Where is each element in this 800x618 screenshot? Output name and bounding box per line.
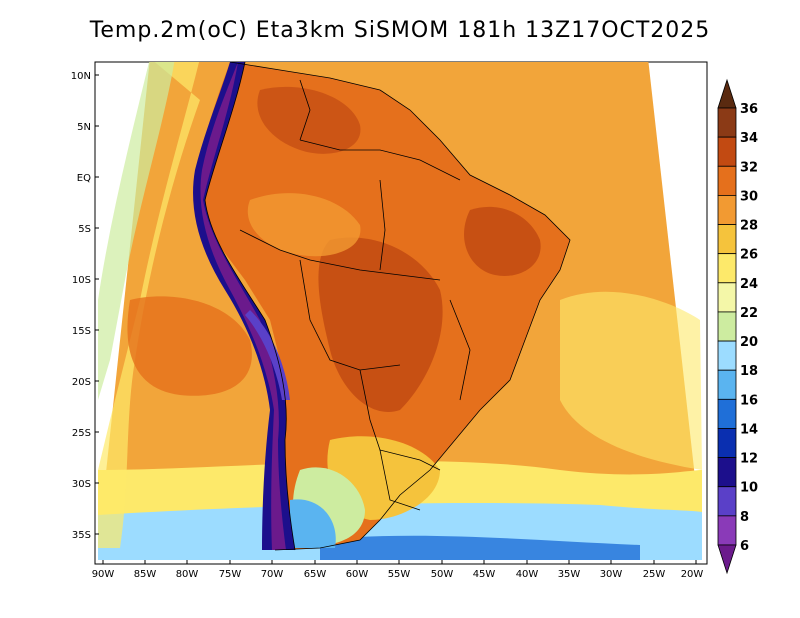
colorbar-label: 8	[740, 510, 749, 525]
lat-label-25s: 25S	[72, 428, 91, 439]
colorbar-label: 36	[740, 102, 758, 117]
colorbar-segment	[717, 136, 737, 167]
atlantic-band-24	[560, 291, 702, 470]
ocean-band-14	[320, 535, 640, 560]
lat-label-20s: 20S	[72, 377, 91, 388]
colorbar-label: 34	[740, 131, 758, 146]
colorbar-label: 18	[740, 364, 758, 379]
lat-label-15s: 15S	[72, 326, 91, 337]
pacific-band-24	[98, 62, 200, 548]
colorbar-segment	[717, 282, 737, 313]
colorbar-label: 12	[740, 452, 758, 467]
patagonia-cool	[290, 499, 336, 548]
lon-label-60w: 60W	[346, 569, 369, 580]
lat-label-10s: 10S	[72, 275, 91, 286]
lon-label-90w: 90W	[92, 569, 115, 580]
lon-label-75w: 75W	[219, 569, 242, 580]
lat-label-30s: 30S	[72, 479, 91, 490]
colorbar-label: 14	[740, 422, 758, 437]
pacific-warm-area	[127, 296, 252, 396]
colorbar-label: 16	[740, 393, 758, 408]
colorbar-label: 20	[740, 335, 758, 350]
lon-label-65w: 65W	[304, 569, 327, 580]
colorbar-label: 10	[740, 481, 758, 496]
colorbar-label: 24	[740, 277, 758, 292]
map-title: Temp.2m(oC) Eta3km SiSMOM 181h 13Z17OCT2…	[89, 18, 711, 43]
lon-label-85w: 85W	[134, 569, 157, 580]
colorbar-label: 6	[740, 539, 749, 554]
longitude-axis: 90W 85W 80W 75W 70W 65W 60W 55W 50W 45W …	[92, 560, 704, 580]
altiplano-cold	[245, 310, 290, 400]
colorbar-segment	[717, 515, 737, 546]
colorbar-segment	[717, 311, 737, 342]
colorbar-top-arrow	[717, 78, 737, 109]
colorbar-segment	[717, 340, 737, 371]
colorbar-segment	[717, 253, 737, 284]
latitude-axis: 10N 5N EQ 5S 10S 15S 20S 25S 30S 35S	[71, 71, 99, 541]
country-borders	[204, 62, 571, 551]
colorbar-segment	[717, 457, 737, 488]
lon-label-25w: 25W	[643, 569, 666, 580]
colorbar: 36 34 32 30 28 26 24 22 20 18 16 14 12 10 8 6	[717, 78, 758, 575]
lat-label-5s: 5S	[78, 224, 91, 235]
andes-coldest-core	[200, 62, 286, 550]
lat-label-5n: 5N	[77, 122, 91, 133]
hot-core-3	[257, 86, 361, 154]
lon-label-55w: 55W	[388, 569, 411, 580]
colorbar-label: 26	[740, 248, 758, 263]
lon-label-20w: 20W	[681, 569, 704, 580]
colorbar-bottom-arrow	[717, 544, 737, 575]
hot-core-2	[464, 206, 541, 276]
colorbar-segment	[717, 486, 737, 517]
lon-label-80w: 80W	[176, 569, 199, 580]
colorbar-segment	[717, 369, 737, 400]
hot-core-1	[318, 237, 443, 412]
lat-label-35s: 35S	[72, 530, 91, 541]
lon-label-40w: 40W	[516, 569, 539, 580]
colorbar-segment	[717, 224, 737, 255]
lat-label-10n: 10N	[71, 71, 91, 82]
lon-label-35w: 35W	[558, 569, 581, 580]
lon-label-70w: 70W	[261, 569, 284, 580]
colorbar-segment	[717, 165, 737, 196]
colorbar-segment	[717, 194, 737, 225]
pacific-band-22	[98, 62, 175, 400]
temperature-field	[98, 62, 702, 560]
lon-label-45w: 45W	[473, 569, 496, 580]
colorbar-label: 30	[740, 189, 758, 204]
colorbar-label: 32	[740, 160, 758, 175]
colorbar-segment	[717, 107, 737, 138]
colorbar-label: 22	[740, 306, 758, 321]
colorbar-segment	[717, 428, 737, 459]
colorbar-segment	[717, 398, 737, 429]
colorbar-label: 28	[740, 219, 758, 234]
lat-label-eq: EQ	[77, 173, 91, 184]
amazon-mild-area	[247, 193, 361, 257]
lon-label-50w: 50W	[431, 569, 454, 580]
lon-label-30w: 30W	[600, 569, 623, 580]
